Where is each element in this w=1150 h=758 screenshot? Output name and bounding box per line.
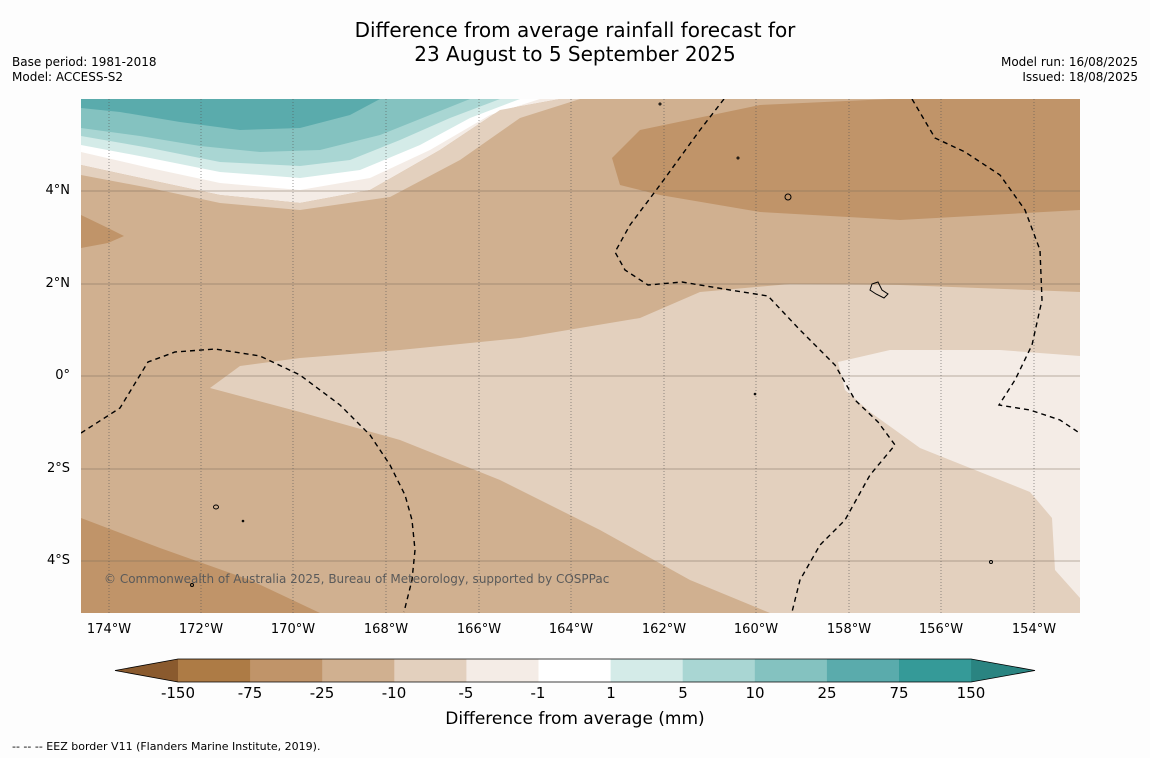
island-marker <box>241 519 245 523</box>
eez-border-east <box>911 99 1079 433</box>
colorbar-swatch <box>466 659 539 682</box>
colorbar-swatch <box>538 659 612 682</box>
lon-tick-label: 164°W <box>548 622 594 637</box>
base-period-text: Base period: 1981-2018 <box>12 55 157 69</box>
colorbar-tick-label: 150 <box>956 684 986 702</box>
copyright-notice: © Commonwealth of Australia 2025, Bureau… <box>104 572 610 586</box>
lon-tick-label: 174°W <box>86 622 132 637</box>
region-teal-band-6 <box>81 99 380 130</box>
colorbar-tick-label: 75 <box>889 684 909 702</box>
region-cream-east <box>838 350 1080 598</box>
region-brown-north <box>612 99 1080 220</box>
colorbar-tick-label: -150 <box>160 684 196 702</box>
island-marker <box>213 504 219 510</box>
region-brown-southwest <box>81 518 320 613</box>
island-marker <box>989 560 993 564</box>
island-marker <box>869 281 889 299</box>
colorbar-swatch <box>394 659 467 682</box>
colorbar-tick-label: 1 <box>606 684 616 702</box>
colorbar-swatch <box>826 659 900 682</box>
colorbar-tick-label: -5 <box>458 684 474 702</box>
grid-lines <box>81 190 1080 562</box>
region-brown-west-patch <box>81 215 124 248</box>
colorbar-tick-label: 5 <box>678 684 688 702</box>
eez-border-central <box>614 99 896 613</box>
lon-tick-label: 172°W <box>178 622 224 637</box>
island-marker <box>658 102 662 106</box>
lon-tick-label: 154°W <box>1011 622 1057 637</box>
colorbar-title: Difference from average (mm) <box>445 709 705 729</box>
island-marker <box>190 583 194 587</box>
colorbar-swatch <box>178 659 251 682</box>
map-plot-area <box>81 99 1080 613</box>
colorbar-tick-label: -10 <box>381 684 407 702</box>
issued-text: Issued: 18/08/2025 <box>1022 70 1138 84</box>
colorbar-outline <box>114 658 1036 683</box>
island-marker <box>736 156 740 160</box>
lon-tick-label: 160°W <box>733 622 779 637</box>
colorbar-swatch <box>754 659 828 682</box>
colorbar-swatch <box>610 659 684 682</box>
lon-tick-label: 170°W <box>270 622 316 637</box>
eez-footnote: -- -- -- EEZ border V11 (Flanders Marine… <box>12 740 321 753</box>
colorbar-extend-low <box>115 659 178 682</box>
lon-tick-label: 162°W <box>641 622 687 637</box>
islands <box>190 102 993 587</box>
meta-left: Base period: 1981-2018 Model: ACCESS-S2 <box>12 55 157 85</box>
model-text: Model: ACCESS-S2 <box>12 70 124 84</box>
region-line-north <box>81 99 580 210</box>
colorbar-swatch <box>682 659 756 682</box>
lon-tick-label: 166°W <box>456 622 502 637</box>
colorbar-swatch <box>899 659 972 682</box>
island-marker <box>784 193 792 201</box>
lat-tick-label: 2°S <box>46 461 70 476</box>
title-line-1: Difference from average rainfall forecas… <box>354 18 796 42</box>
colorbar-tick-label: -1 <box>530 684 546 702</box>
colorbar-swatch <box>250 659 323 682</box>
colorbar <box>114 658 1036 683</box>
lat-tick-label: 2°N <box>45 276 71 291</box>
eez-borders <box>81 99 1079 613</box>
model-run-text: Model run: 16/08/2025 <box>1000 55 1138 69</box>
lat-tick-label: 4°S <box>46 553 70 568</box>
lon-tick-label: 168°W <box>363 622 409 637</box>
colorbar-tick-label: 25 <box>817 684 837 702</box>
colorbar-tick-label: -75 <box>237 684 263 702</box>
colorbar-tick-label: -25 <box>309 684 335 702</box>
chart-title: Difference from average rainfall forecas… <box>0 18 1150 66</box>
title-line-2: 23 August to 5 September 2025 <box>414 42 736 66</box>
colorbar-tick-label: 10 <box>745 684 765 702</box>
island-marker <box>753 392 757 396</box>
colorbar-extend-high <box>971 659 1035 682</box>
lat-tick-label: 4°N <box>45 183 71 198</box>
lat-tick-label: 0° <box>55 368 70 383</box>
eez-border-west <box>81 348 416 613</box>
lon-tick-label: 158°W <box>826 622 872 637</box>
colorbar-swatch <box>322 659 395 682</box>
meta-right: Model run: 16/08/2025 Issued: 18/08/2025 <box>1001 55 1138 85</box>
lon-tick-label: 156°W <box>918 622 964 637</box>
